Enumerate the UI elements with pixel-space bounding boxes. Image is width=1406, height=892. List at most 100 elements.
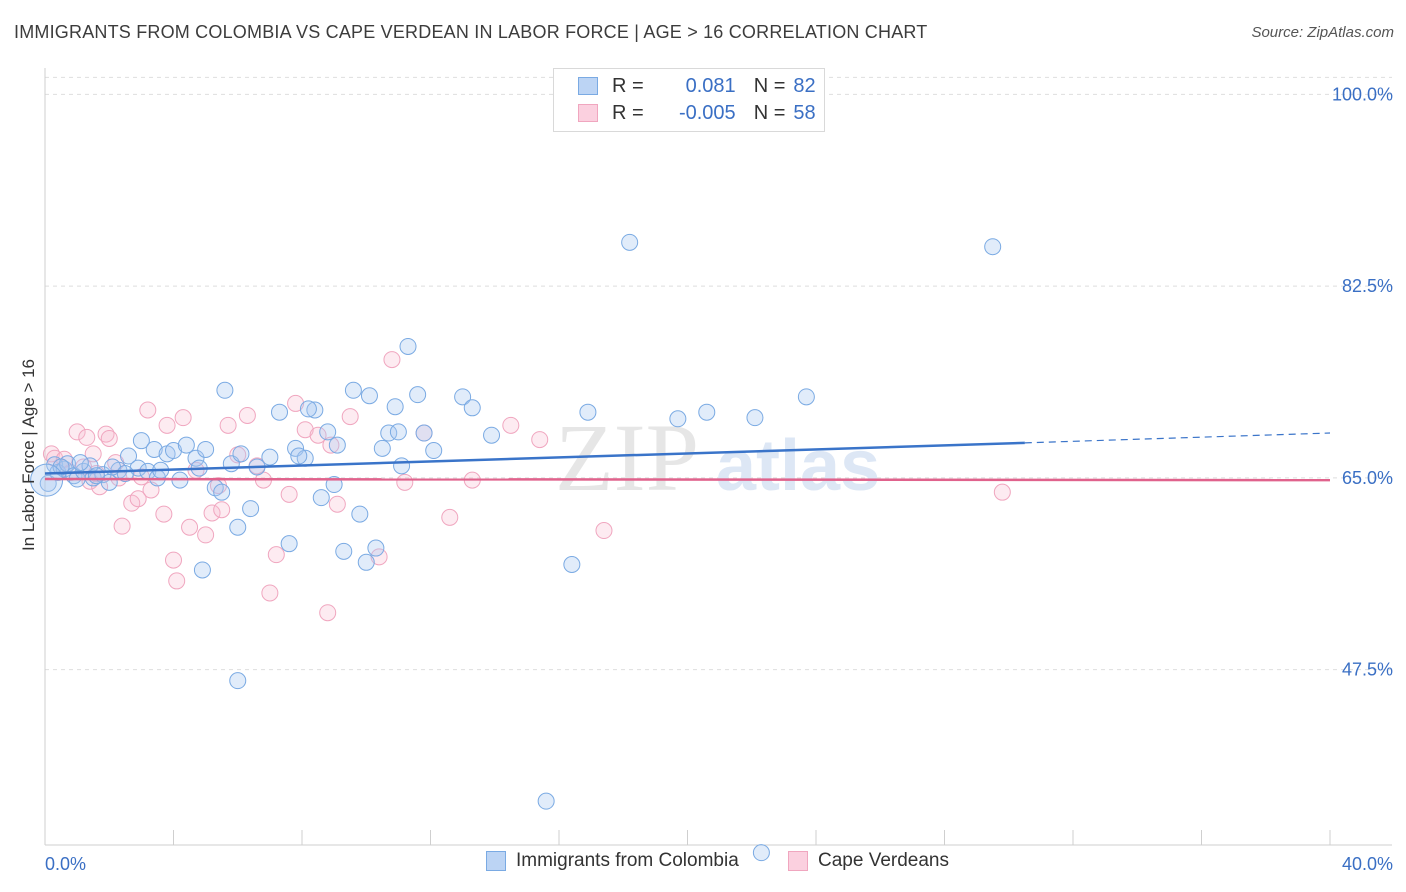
colombia-point [351, 505, 369, 523]
colombia-point [463, 399, 481, 417]
colombia-point [52, 458, 70, 476]
colombia-point [271, 403, 289, 421]
cape-verdean-point [370, 548, 388, 566]
colombia-point [187, 449, 205, 467]
swatch-colombia [578, 77, 598, 95]
colombia-point [132, 432, 150, 450]
cape-verdean-point [155, 505, 173, 523]
legend-swatch-cape-verdeans [788, 851, 808, 871]
colombia-point [193, 561, 211, 579]
cape-verdean-point [502, 416, 520, 434]
bottom-legend: Immigrants from Colombia Cape Verdeans [0, 850, 1406, 878]
series-colombia-points [30, 233, 1002, 862]
colombia-point [746, 409, 764, 427]
cape-verdean-point [129, 490, 147, 508]
colombia-point [563, 555, 581, 573]
y-axis-title: In Labor Force | Age > 16 [19, 359, 38, 551]
source-label: Source: ZipAtlas.com [1251, 24, 1394, 41]
colombia-point [229, 518, 247, 536]
cape-verdean-point [78, 428, 96, 446]
cape-verdean-point [441, 508, 459, 526]
r-value: -0.005 [678, 101, 736, 124]
colombia-point [229, 672, 247, 690]
cape-verdean-point [219, 416, 237, 434]
cape-verdean-point [100, 429, 118, 447]
colombia-point [367, 539, 385, 557]
y-tick-label: 100.0% [1332, 84, 1393, 104]
colombia-point [116, 465, 134, 483]
stats-legend: R = 0.081 N = 82 R = -0.005 N = 58 [553, 68, 825, 132]
cape-verdean-point [531, 431, 549, 449]
colombia-point [752, 844, 770, 862]
colombia-point [621, 233, 639, 251]
cape-verdean-point [296, 421, 314, 439]
colombia-point [216, 381, 234, 399]
legend-swatch-colombia [486, 851, 506, 871]
cape-verdean-point [158, 416, 176, 434]
axes [44, 68, 1392, 846]
colombia-point [280, 535, 298, 553]
x-tick-label: 40.0% [1342, 854, 1393, 874]
colombia-point [373, 439, 391, 457]
cape-verdean-point [181, 518, 199, 536]
cape-verdean-point [165, 551, 182, 569]
cape-verdean-point [168, 572, 186, 590]
cape-verdean-point [383, 351, 401, 369]
y-tick-label: 82.5% [1342, 276, 1393, 296]
r-label: R = [612, 101, 644, 124]
colombia-point [328, 436, 346, 454]
colombia-point [409, 386, 427, 404]
cape-verdean-point [113, 517, 131, 535]
colombia-point [290, 447, 308, 465]
colombia-point [299, 400, 317, 418]
legend-label-colombia: Immigrants from Colombia [516, 850, 739, 871]
cape-verdean-point [341, 408, 359, 426]
colombia-point [360, 387, 378, 405]
colombia-point [312, 489, 330, 507]
trend-lines [44, 432, 1331, 482]
colombia-point [197, 440, 215, 458]
chart-title: IMMIGRANTS FROM COLOMBIA VS CAPE VERDEAN… [14, 22, 928, 42]
cape-verdean-point [203, 504, 221, 522]
colombia-point [71, 454, 89, 472]
colombia-point [213, 483, 231, 501]
colombia-point [335, 542, 353, 560]
colombia-point [389, 423, 407, 441]
cape-verdean-point [396, 473, 414, 491]
n-value: 82 [793, 74, 816, 97]
cape-verdean-point [267, 546, 285, 564]
swatch-cape-verdeans [578, 104, 598, 122]
watermark-atlas: atlas [716, 426, 880, 506]
n-label: N = [753, 74, 786, 97]
colombia-point [306, 401, 324, 419]
y-tick-label: 65.0% [1342, 468, 1393, 488]
cape-verdean-point [238, 406, 256, 424]
cape-verdean-point [261, 584, 279, 602]
colombia-point [393, 457, 411, 475]
colombia-point [483, 426, 501, 444]
cape-verdean-point [174, 409, 192, 427]
cape-verdean-point [595, 522, 613, 540]
cape-verdean-point [319, 604, 337, 622]
colombia-point [319, 423, 337, 441]
colombia-point [425, 442, 443, 460]
trend-line-colombia-projection [1024, 432, 1331, 444]
colombia-point [344, 381, 362, 399]
cape-verdean-point [197, 526, 215, 544]
colombia-point [537, 792, 555, 810]
colombia-point [357, 553, 375, 571]
colombia-point [669, 410, 687, 428]
legend-item-cape-verdeans[interactable]: Cape Verdeans [788, 850, 949, 872]
colombia-point [177, 436, 195, 454]
cape-verdean-point [213, 501, 231, 519]
legend-item-colombia[interactable]: Immigrants from Colombia [486, 850, 739, 872]
trend-line-cape-verdeans [44, 477, 1331, 482]
n-label: N = [753, 101, 786, 124]
colombia-point [399, 337, 417, 355]
cape-verdean-point [287, 394, 305, 412]
cape-verdean-point [68, 423, 86, 441]
colombia-point [129, 459, 147, 477]
colombia-point [454, 388, 472, 406]
colombia-point [87, 467, 105, 485]
